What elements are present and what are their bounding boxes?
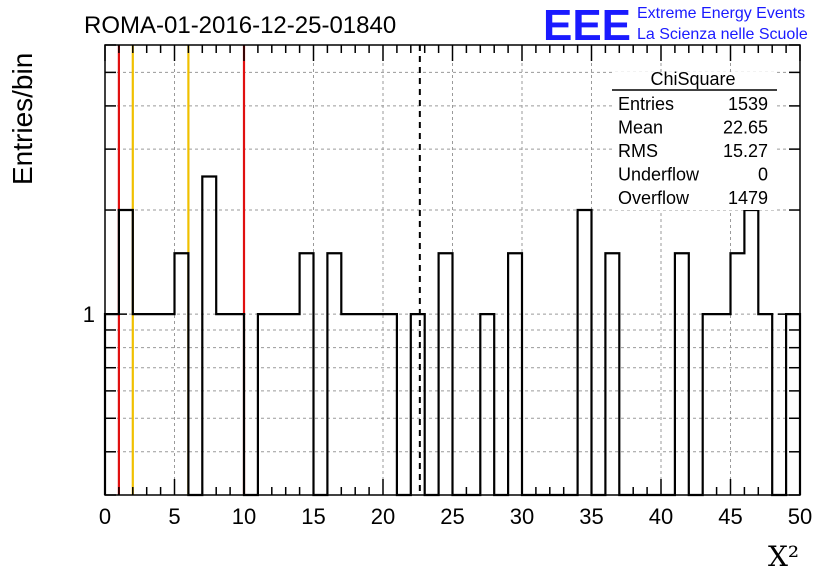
histogram-bin bbox=[105, 314, 119, 495]
histogram-bin bbox=[119, 210, 133, 495]
x-tick-label: 30 bbox=[510, 504, 534, 529]
stats-label: RMS bbox=[618, 141, 658, 161]
histogram bbox=[103, 175, 802, 497]
histogram-bin bbox=[175, 253, 189, 495]
histogram-bin bbox=[369, 314, 383, 495]
x-tick-label: 45 bbox=[718, 504, 742, 529]
stats-label: Overflow bbox=[618, 188, 690, 208]
histogram-bin bbox=[578, 210, 592, 495]
logo-mark: EEE bbox=[543, 1, 631, 50]
stats-value: 0 bbox=[758, 165, 768, 185]
histogram-bin bbox=[147, 314, 161, 495]
histogram-bin bbox=[341, 314, 355, 495]
x-tick-label: 35 bbox=[579, 504, 603, 529]
histogram-bin bbox=[286, 314, 300, 495]
logo-line2: La Scienza nelle Scuole bbox=[637, 26, 808, 43]
histogram-bin bbox=[355, 314, 369, 495]
histogram-bin bbox=[258, 314, 272, 495]
histogram-bin bbox=[703, 314, 717, 495]
histogram-bin bbox=[786, 314, 800, 495]
histogram-bin bbox=[508, 253, 522, 495]
histogram-bin bbox=[383, 314, 397, 495]
histogram-bin bbox=[439, 253, 453, 495]
histogram-bin bbox=[731, 253, 745, 495]
histogram-bin bbox=[717, 314, 731, 495]
histogram-bin bbox=[480, 314, 494, 495]
histogram-bin bbox=[327, 253, 341, 495]
x-tick-label: 20 bbox=[371, 504, 395, 529]
x-tick-label: 0 bbox=[99, 504, 111, 529]
stats-value: 22.65 bbox=[723, 118, 768, 138]
x-tick-label: 10 bbox=[232, 504, 256, 529]
stats-value: 1479 bbox=[728, 188, 768, 208]
x-tick-label: 40 bbox=[649, 504, 673, 529]
stats-rows: Entries 1539 Mean 22.65 RMS 15.27 Underflow 0 Ov… bbox=[618, 94, 768, 208]
x-tick-label: 5 bbox=[168, 504, 180, 529]
histogram-bin bbox=[202, 177, 216, 495]
logo: EEE Extreme Energy Events La Scienza nel… bbox=[543, 1, 808, 50]
histogram-bin bbox=[216, 314, 230, 495]
y-tick-label: 1 bbox=[83, 302, 95, 327]
histogram-bin bbox=[758, 314, 772, 495]
stats-value: 1539 bbox=[728, 94, 768, 114]
y-axis-label: Entries/bin bbox=[7, 53, 38, 185]
logo-line1: Extreme Energy Events bbox=[637, 5, 805, 22]
x-tick-label: 25 bbox=[440, 504, 464, 529]
stats-box-title: ChiSquare bbox=[650, 69, 735, 89]
stats-label: Entries bbox=[618, 94, 674, 114]
stats-label: Underflow bbox=[618, 165, 700, 185]
histogram-bin bbox=[230, 314, 244, 495]
histogram-bin bbox=[744, 210, 758, 495]
chart-title: ROMA-01-2016-12-25-01840 bbox=[84, 12, 396, 39]
histogram-bin bbox=[272, 314, 286, 495]
stats-box-bg bbox=[612, 72, 777, 210]
x-tick-label: 15 bbox=[301, 504, 325, 529]
histogram-bin bbox=[605, 253, 619, 495]
stats-label: Mean bbox=[618, 118, 663, 138]
stats-box: ChiSquare Entries 1539 Mean 22.65 RMS 15.27 Un… bbox=[612, 69, 777, 210]
histogram-bin bbox=[300, 253, 314, 495]
x-tick-label: 50 bbox=[788, 504, 812, 529]
histogram-bin bbox=[133, 314, 147, 495]
stats-value: 15.27 bbox=[723, 141, 768, 161]
histogram-bin bbox=[675, 253, 689, 495]
axis-ticks bbox=[104, 44, 801, 496]
histogram-bin bbox=[411, 314, 425, 495]
tick-labels: 0 5 10 15 20 25 30 35 40 45 50 1 bbox=[83, 302, 812, 529]
histogram-bin bbox=[161, 314, 175, 495]
x-axis-label: X² bbox=[768, 540, 799, 572]
